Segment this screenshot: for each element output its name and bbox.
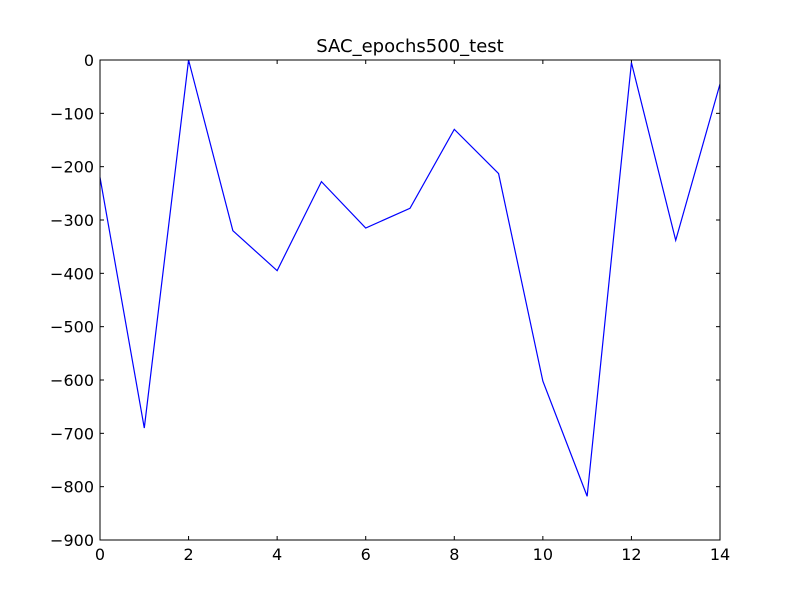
y-axis-ticks: 0 −100 −200 −300 −400 −500 −600 −700 −800 −900 [50, 51, 720, 550]
x-axis-ticks: 0 2 4 6 8 10 12 14 [95, 60, 730, 564]
x-tick-label: 8 [449, 545, 459, 564]
series-group [99, 59, 721, 497]
y-tick-label: −900 [50, 531, 94, 550]
y-tick-label: −300 [50, 211, 94, 230]
x-tick-label: 2 [183, 545, 193, 564]
y-tick-label: −400 [50, 264, 94, 283]
x-tick-label: 10 [533, 545, 553, 564]
series-line [99, 59, 721, 497]
y-tick-label: 0 [84, 51, 94, 70]
y-tick-label: −200 [50, 158, 94, 177]
y-tick-label: −800 [50, 478, 94, 497]
x-tick-label: 6 [361, 545, 371, 564]
plot-frame [99, 59, 721, 541]
y-tick-label: −100 [50, 104, 94, 123]
x-tick-label: 0 [95, 545, 105, 564]
y-tick-label: −700 [50, 424, 94, 443]
x-tick-label: 14 [710, 545, 730, 564]
x-tick-label: 4 [272, 545, 282, 564]
chart-title: SAC_epochs500_test [316, 36, 503, 57]
x-tick-label: 12 [621, 545, 641, 564]
y-tick-label: −600 [50, 371, 94, 390]
y-tick-label: −500 [50, 318, 94, 337]
